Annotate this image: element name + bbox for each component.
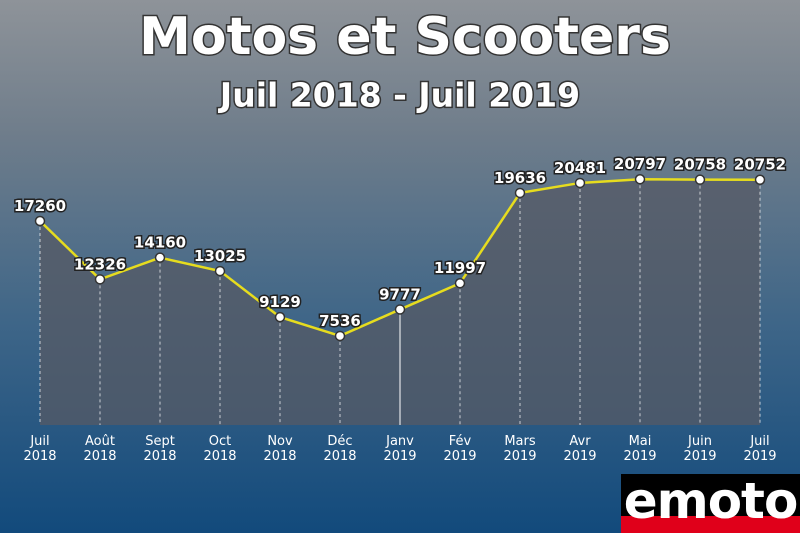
- data-label: 20797: [614, 155, 666, 173]
- point: [394, 304, 406, 315]
- logo-text: emoto: [623, 474, 799, 530]
- point: [454, 277, 466, 289]
- logo: emoto: [621, 474, 800, 533]
- logo-stripe: [621, 516, 800, 533]
- data-label: 20752: [734, 156, 786, 174]
- data-label: 13025: [194, 247, 246, 265]
- point: [214, 265, 226, 277]
- x-tick-label: Juil 2018: [23, 434, 57, 464]
- data-label: 19636: [494, 169, 546, 187]
- x-tick-label: Avr 2019: [563, 434, 597, 464]
- x-tick-label: Déc 2018: [323, 434, 357, 464]
- data-label: 9777: [379, 285, 421, 303]
- point: [334, 330, 346, 342]
- x-tick-label: Mai 2019: [623, 434, 657, 464]
- x-tick-label: Juil 2019: [743, 434, 777, 464]
- point: [754, 174, 766, 185]
- x-tick-label: Juin 2019: [683, 434, 717, 464]
- x-tick-label: Nov 2018: [263, 434, 297, 464]
- point: [574, 177, 586, 189]
- x-tick-label: Oct 2018: [203, 434, 237, 464]
- data-label: 11997: [434, 259, 486, 277]
- data-label: 9129: [259, 293, 301, 311]
- point: [34, 215, 46, 227]
- chart-subtitle: Juil 2018 - Juil 2019: [218, 76, 580, 115]
- data-label: 20481: [554, 159, 606, 177]
- point: [154, 252, 166, 263]
- point: [694, 174, 706, 185]
- point: [94, 274, 106, 285]
- x-tick-label: Août 2018: [83, 434, 117, 464]
- x-tick-label: Mars 2019: [503, 434, 537, 464]
- data-label: 7536: [319, 312, 361, 330]
- point: [634, 173, 646, 185]
- point: [274, 311, 286, 323]
- data-label: 14160: [134, 234, 186, 252]
- x-tick-label: Sept 2018: [143, 434, 177, 464]
- x-tick-label: Fév 2019: [443, 434, 477, 464]
- data-label: 20758: [674, 156, 726, 174]
- data-label: 17260: [14, 197, 66, 215]
- data-label: 12326: [74, 255, 126, 273]
- x-tick-label: Janv 2019: [383, 434, 417, 464]
- point: [514, 187, 526, 199]
- chart-title: Motos et Scooters: [139, 7, 671, 67]
